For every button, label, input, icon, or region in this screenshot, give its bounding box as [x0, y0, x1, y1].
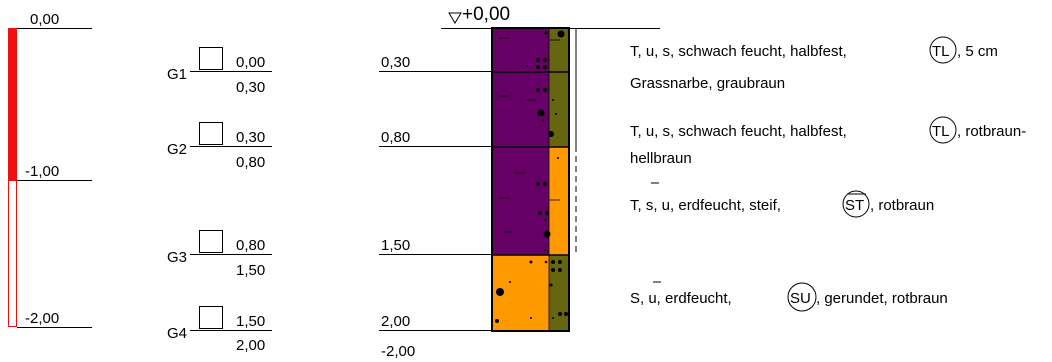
layer-3-secondary [549, 147, 569, 255]
sample-bottom-g3: 1,50 [236, 262, 265, 279]
soil-class-circle-4 [787, 282, 817, 312]
soil-pattern-dots [495, 30, 568, 323]
layer-2-secondary [549, 72, 569, 147]
description-2-symbol: TL [932, 123, 950, 140]
description-4-symbol: SU [790, 290, 811, 307]
sample-box-g1 [199, 47, 223, 70]
layer-3-main [492, 147, 549, 255]
scale-label-2: -2,00 [25, 310, 59, 327]
depth-label-1: 0,30 [381, 54, 410, 71]
description-3-line1: T, s, u, erdfeucht, steif, [630, 197, 781, 214]
top-marker: +0,00 [441, 4, 660, 29]
sample-name-g3: G3 [167, 249, 187, 266]
depth-label-2: 0,80 [381, 129, 410, 146]
soil-pattern-dashes [499, 37, 560, 233]
sample-box-g3 [199, 230, 223, 253]
sample-bottom-g4: 2,00 [236, 337, 265, 354]
description-2-post: , rotbraun- [957, 123, 1026, 140]
layer-descriptions: T, u, s, schwach feucht, halbfest, TL , … [630, 36, 1026, 312]
description-1-symbol: TL [932, 43, 950, 60]
layer-1-secondary [549, 28, 569, 72]
soil-class-circle-1 [929, 36, 957, 64]
soil-class-circle-2 [929, 116, 957, 144]
sample-name-g2: G2 [167, 141, 187, 158]
description-1-line2: Grassnarbe, graubraun [630, 75, 785, 92]
layer-4-secondary [549, 255, 569, 331]
sample-bottom-g1: 0,30 [236, 79, 265, 96]
sample-box-g4 [199, 306, 223, 329]
scale-bar-outline [8, 180, 17, 327]
samples: G1 0,00 0,30 G2 0,30 0,80 G3 0,80 1,50 G… [167, 47, 272, 354]
top-marker-label: +0,00 [462, 4, 510, 25]
sample-top-g3: 0,80 [236, 237, 265, 254]
description-1-post: , 5 cm [957, 43, 998, 60]
sample-bottom-g2: 0,80 [236, 154, 265, 171]
description-2-line1: T, u, s, schwach feucht, halbfest, [630, 123, 847, 140]
description-3-post: , rotbraun [870, 197, 934, 214]
sample-name-g4: G4 [167, 325, 187, 342]
depth-label-3: 1,50 [381, 237, 410, 254]
depth-label-4: 2,00 [381, 313, 410, 330]
borehole-column [491, 27, 570, 332]
description-1-line1: T, u, s, schwach feucht, halbfest, [630, 43, 847, 60]
sample-name-g1: G1 [167, 66, 187, 83]
soil-class-circle-3 [842, 190, 870, 218]
depth-markers: 0,30 0,80 1,50 2,00 -2,00 [379, 54, 492, 360]
column-outline [491, 27, 570, 332]
layer-1-main [492, 28, 549, 72]
description-4-post: , gerundet, rotbraun [816, 290, 948, 307]
description-3-symbol: ST [845, 197, 864, 214]
description-2-line2: hellbraun [630, 150, 692, 167]
depth-scale: 0,00 -1,00 -2,00 [8, 11, 92, 328]
scale-label-0: 0,00 [30, 11, 59, 28]
sample-top-g4: 1,50 [236, 313, 265, 330]
layer-2-main [492, 72, 549, 147]
sample-top-g1: 0,00 [236, 54, 265, 71]
sample-box-g2 [199, 122, 223, 145]
description-4-line1: S, u, erdfeucht, [630, 290, 732, 307]
water-level-triangle-icon [448, 12, 462, 24]
scale-bar-filled [8, 28, 17, 180]
scale-label-1: -1,00 [25, 163, 59, 180]
sample-top-g2: 0,30 [236, 129, 265, 146]
bottom-depth-label: -2,00 [381, 343, 415, 360]
